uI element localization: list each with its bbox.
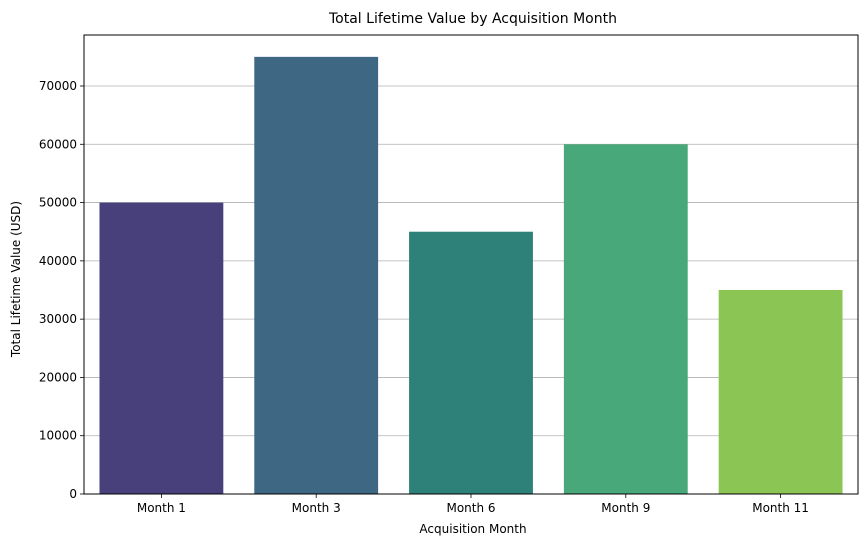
y-tick-label: 30000: [39, 312, 77, 326]
chart-title: Total Lifetime Value by Acquisition Mont…: [328, 11, 617, 27]
y-tick-label: 50000: [39, 196, 77, 210]
bar-month-9: [563, 144, 688, 495]
bar-month-1: [99, 202, 224, 495]
bars: [99, 56, 843, 495]
y-axis-label: Total Lifetime Value (USD): [9, 201, 23, 358]
y-axis: 0 10000 20000 30000 40000 50000 60000 70000: [39, 79, 84, 501]
y-tick-label: 20000: [39, 370, 77, 384]
y-tick-label: 60000: [39, 137, 77, 151]
bar-month-3: [254, 56, 379, 494]
y-tick-label: 10000: [39, 429, 77, 443]
x-tick-label: Month 3: [292, 501, 341, 515]
y-tick-label: 70000: [39, 79, 77, 93]
plot-frame: [83, 34, 859, 495]
x-tick-label: Month 11: [752, 501, 809, 515]
x-tick-label: Month 1: [137, 501, 186, 515]
y-tick-label: 0: [69, 487, 77, 501]
bar-month-11: [718, 290, 843, 494]
x-axis-label: Acquisition Month: [419, 522, 526, 536]
x-tick-label: Month 6: [446, 501, 495, 515]
x-tick-label: Month 9: [601, 501, 650, 515]
x-axis: Month 1 Month 3 Month 6 Month 9 Month 11: [137, 494, 809, 515]
bar-month-6: [409, 231, 533, 494]
y-tick-label: 40000: [39, 254, 77, 268]
